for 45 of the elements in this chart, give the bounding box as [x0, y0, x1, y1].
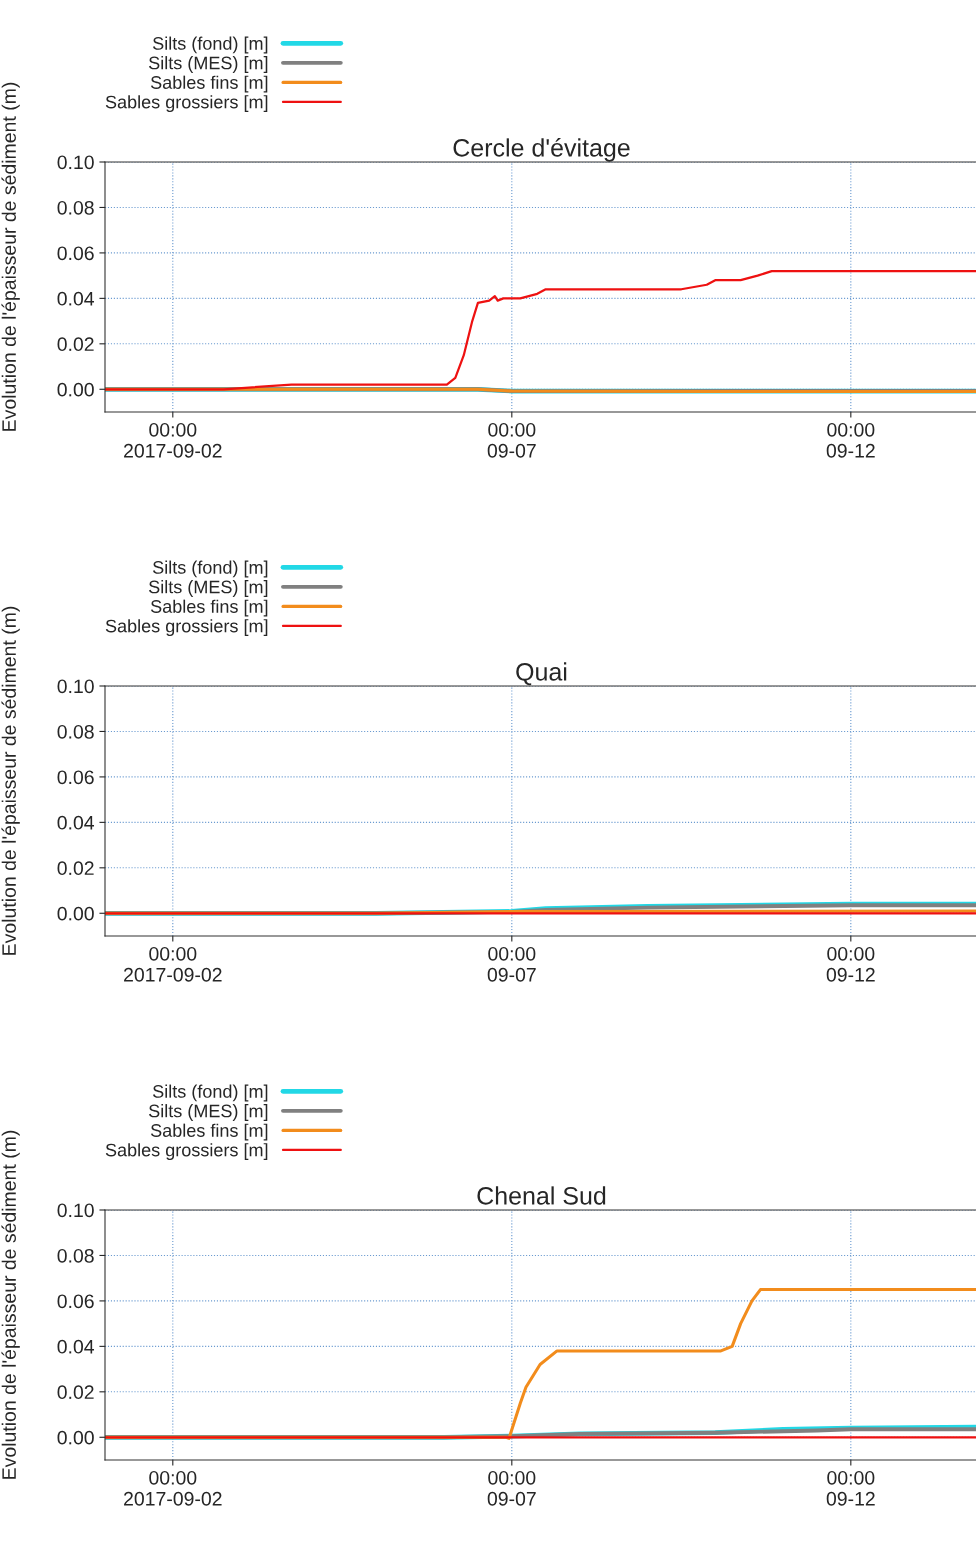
- legend-label: Sables grossiers [m]: [105, 619, 268, 636]
- x-tick-label: 00:00 2017-09-02: [124, 1470, 222, 1506]
- chart-title: Chenal Sud: [477, 1186, 606, 1205]
- y-tick-label: 0.06: [57, 770, 94, 785]
- y-axis-title: Evolution de l'épaisseur de sédiment (m): [1, 1130, 20, 1479]
- y-tick-label: 0.02: [57, 861, 94, 876]
- y-tick-label: 0.10: [57, 155, 94, 170]
- legend-label: Silts (MES) [m]: [149, 580, 268, 597]
- y-tick-label: 0.02: [57, 1385, 94, 1400]
- y-tick-label: 0.08: [57, 1248, 94, 1263]
- y-tick-label: 0.10: [57, 1203, 94, 1218]
- y-tick-label: 0.00: [57, 906, 94, 921]
- x-tick-label: 00:00 09-12: [826, 1470, 875, 1506]
- x-tick-label: 00:00 09-12: [826, 946, 875, 982]
- legend-label: Sables grossiers [m]: [105, 95, 268, 112]
- chart-title: Cercle d'évitage: [453, 138, 630, 162]
- x-tick-label: 00:00 09-07: [487, 1470, 536, 1506]
- legend-label: Silts (fond) [m]: [152, 1084, 268, 1102]
- y-tick-label: 0.08: [57, 200, 94, 215]
- x-tick-label: 00:00 09-07: [487, 422, 536, 458]
- y-tick-label: 0.00: [57, 382, 94, 397]
- legend-label: Sables grossiers [m]: [105, 1143, 268, 1160]
- legend-label: Sables fins [m]: [150, 1123, 268, 1141]
- legend-label: Silts (MES) [m]: [149, 56, 268, 73]
- legend-label: Silts (MES) [m]: [149, 1104, 268, 1121]
- chart-title: Quai: [516, 662, 567, 686]
- x-tick-label: 00:00 2017-09-02: [124, 422, 222, 458]
- y-tick-label: 0.06: [57, 1294, 94, 1309]
- y-tick-label: 0.00: [57, 1430, 94, 1445]
- legend-label: Sables fins [m]: [150, 599, 268, 617]
- y-axis-title: Evolution de l'épaisseur de sédiment (m): [1, 82, 20, 431]
- y-tick-label: 0.10: [57, 679, 94, 694]
- legend-label: Sables fins [m]: [150, 75, 268, 93]
- y-tick-label: 0.02: [57, 337, 94, 352]
- x-tick-label: 00:00 2017-09-02: [124, 946, 222, 982]
- y-tick-label: 0.04: [57, 815, 95, 830]
- y-tick-label: 0.08: [57, 724, 94, 739]
- y-axis-title: Evolution de l'épaisseur de sédiment (m): [1, 606, 20, 955]
- legend-label: Silts (fond) [m]: [152, 36, 268, 54]
- y-tick-label: 0.04: [57, 291, 95, 306]
- x-tick-label: 00:00 09-07: [487, 946, 536, 982]
- y-tick-label: 0.04: [57, 1339, 95, 1354]
- x-tick-label: 00:00 09-12: [826, 422, 875, 458]
- y-tick-label: 0.06: [57, 246, 94, 261]
- legend-label: Silts (fond) [m]: [152, 560, 268, 578]
